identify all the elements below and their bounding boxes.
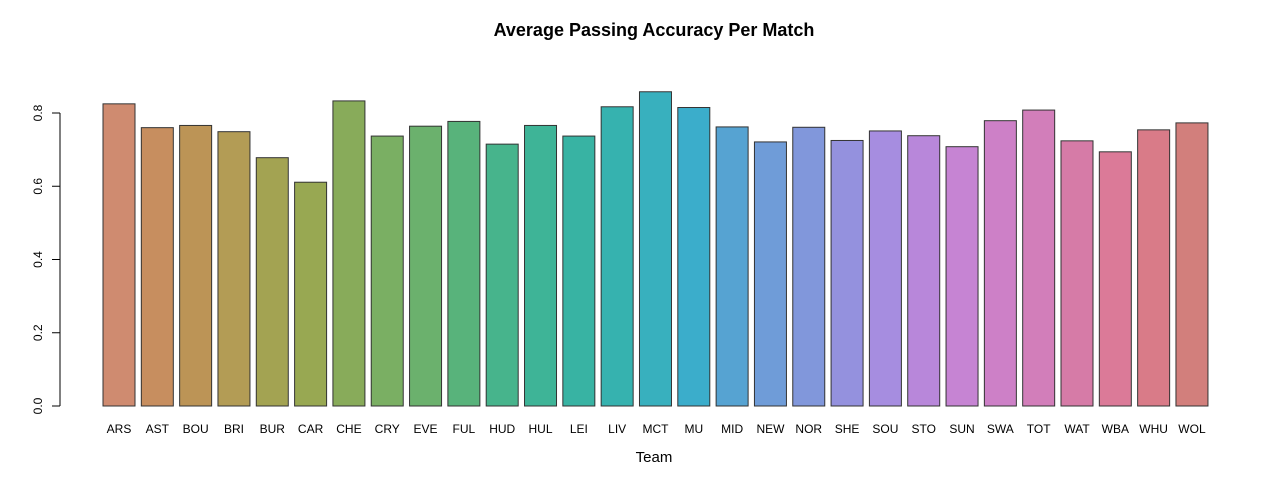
y-axis: 0.0 0.2 0.4 0.6 0.8: [31, 104, 61, 414]
bar-mid: [715, 126, 749, 407]
bar-che: [332, 100, 366, 407]
y-tick-label: 0.8: [31, 104, 45, 121]
x-tick-label: CRY: [375, 422, 400, 436]
bar-whu: [1137, 129, 1171, 407]
x-tick-label: SOU: [872, 422, 898, 436]
x-tick-label: SWA: [987, 422, 1014, 436]
x-tick-label: CHE: [336, 422, 361, 436]
bar-ful: [447, 120, 481, 407]
x-tick-label: NEW: [756, 422, 785, 436]
bar-swa: [983, 120, 1017, 407]
bar-ast: [140, 127, 174, 407]
bar-hud: [485, 143, 519, 407]
x-tick-label: CAR: [298, 422, 324, 436]
x-tick-label: BOU: [183, 422, 209, 436]
bar-new: [753, 141, 787, 407]
x-tick-label: LEI: [570, 422, 588, 436]
bar-bou: [179, 124, 213, 407]
bar-nor: [792, 126, 826, 407]
x-tick-label: WHU: [1139, 422, 1168, 436]
x-tick-label: EVE: [414, 422, 438, 436]
x-tick-label: BUR: [260, 422, 286, 436]
y-tick-label: 0.4: [31, 251, 45, 268]
bar-lei: [562, 135, 596, 407]
bar-cry: [370, 135, 404, 407]
x-tick-label: HUL: [529, 422, 553, 436]
x-tick-label: WOL: [1178, 422, 1206, 436]
bar-hul: [524, 124, 558, 407]
bar-liv: [600, 106, 634, 407]
y-tick-label: 0.2: [31, 324, 45, 341]
bar-sun: [945, 146, 979, 407]
bars-group: [102, 91, 1209, 407]
bar-wba: [1098, 151, 1132, 407]
bar-mu: [677, 107, 711, 407]
bar-sto: [907, 135, 941, 407]
x-tick-label: MU: [684, 422, 703, 436]
bar-mct: [638, 91, 672, 407]
x-tick-label: STO: [911, 422, 935, 436]
bar-eve: [409, 125, 443, 407]
bar-she: [830, 139, 864, 407]
x-tick-label: LIV: [608, 422, 626, 436]
bar-ars: [102, 103, 136, 407]
x-tick-label: AST: [146, 422, 170, 436]
bar-tot: [1022, 109, 1056, 407]
x-tick-label: SUN: [949, 422, 974, 436]
x-tick-label: NOR: [795, 422, 822, 436]
bar-sou: [868, 130, 902, 407]
x-tick-label: TOT: [1027, 422, 1051, 436]
bar-wol: [1175, 122, 1209, 407]
bar-bri: [217, 131, 251, 407]
x-tick-label: BRI: [224, 422, 244, 436]
bar-wat: [1060, 140, 1094, 407]
x-tick-label: WAT: [1064, 422, 1090, 436]
x-tick-label: MCT: [642, 422, 669, 436]
x-tick-labels: ARS AST BOU BRI BUR CAR CHE CRY EVE FUL HUD HUL LEI L…: [107, 422, 1206, 436]
bar-bur: [255, 157, 289, 407]
y-tick-label: 0.6: [31, 178, 45, 195]
x-tick-label: FUL: [453, 422, 476, 436]
x-tick-label: WBA: [1102, 422, 1129, 436]
x-axis-label: Team: [636, 449, 673, 466]
x-tick-label: HUD: [489, 422, 515, 436]
x-tick-label: MID: [721, 422, 743, 436]
bar-car: [294, 181, 328, 407]
x-tick-label: ARS: [107, 422, 132, 436]
x-tick-label: SHE: [835, 422, 860, 436]
chart-title: Average Passing Accuracy Per Match: [494, 20, 815, 40]
y-tick-label: 0.0: [31, 397, 45, 414]
